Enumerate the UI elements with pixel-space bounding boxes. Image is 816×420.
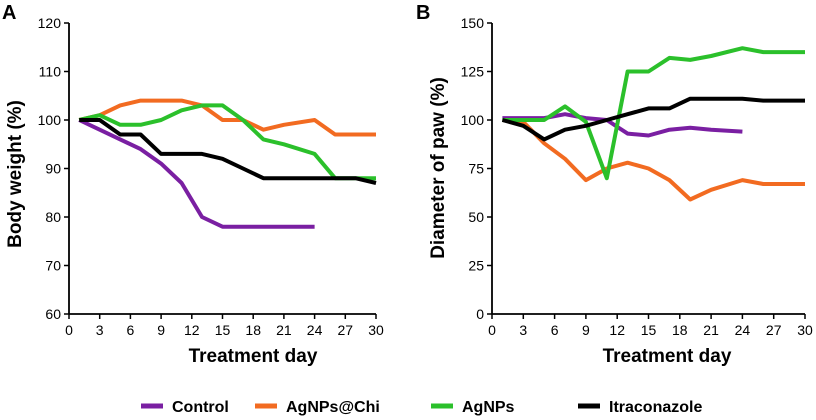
x-axis-title: Treatment day <box>603 346 732 367</box>
x-tick-label: 3 <box>519 322 527 338</box>
y-tick-label: 80 <box>45 209 61 225</box>
x-tick-label: 18 <box>245 322 261 338</box>
legend-label: AgNPs <box>462 399 515 416</box>
legend-item-agnps: AgNPs <box>431 399 515 416</box>
y-tick-label: 60 <box>45 306 61 322</box>
series-line-itraconazole <box>79 118 377 185</box>
y-tick-label: 90 <box>45 161 61 177</box>
y-tick-label: 100 <box>461 112 485 128</box>
x-axis-title: Treatment day <box>189 346 318 367</box>
x-tick-label: 21 <box>276 322 292 338</box>
x-tick-label: 24 <box>307 322 323 338</box>
y-tick-label: 110 <box>39 64 62 80</box>
x-tick-label: 6 <box>127 322 135 338</box>
x-tick-label: 30 <box>368 322 384 338</box>
legend-item-itraconazole: Itraconazole <box>578 399 702 416</box>
series-line-itraconazole <box>501 96 805 142</box>
x-tick-label: 30 <box>797 322 813 338</box>
legend-item-control: Control <box>141 399 229 416</box>
y-tick-label: 100 <box>38 112 62 128</box>
x-tick-label: 24 <box>735 322 751 338</box>
x-tick-label: 12 <box>184 322 200 338</box>
x-tick-label: 21 <box>703 322 719 338</box>
panel-letter: A <box>2 2 16 24</box>
legend-label: Itraconazole <box>609 399 702 416</box>
series-line-agnps <box>502 46 805 181</box>
legend-label: AgNPs@Chi <box>286 399 380 416</box>
y-axis-title: Body weight (%) <box>5 100 26 248</box>
chart-panel-b: B Diameter of paw (%) Treatment day 0 25 5… <box>416 2 813 367</box>
x-tick-label: 27 <box>338 322 354 338</box>
x-tick-label: 3 <box>96 322 104 338</box>
y-axis-title: Diameter of paw (%) <box>428 77 449 259</box>
y-tick-label: 0 <box>476 306 484 322</box>
x-tick-label: 9 <box>157 322 165 338</box>
chart-panel-a: A Body weight (%) Treatment day 60708090… <box>2 2 384 367</box>
x-tick-label: 15 <box>641 322 657 338</box>
x-tick-label: 6 <box>551 322 559 338</box>
x-tick-label: 15 <box>215 322 231 338</box>
y-tick-label: 125 <box>461 64 485 80</box>
x-tick-label: 0 <box>488 322 496 338</box>
series-line-agnps-chi <box>502 118 805 202</box>
y-tick-label: 70 <box>45 258 61 274</box>
series-line-agnps <box>78 103 376 181</box>
y-tick-label: 75 <box>468 161 484 177</box>
x-tick-label: 0 <box>65 322 73 338</box>
legend-label: Control <box>172 399 229 416</box>
series-line-agnps-chi <box>78 98 376 137</box>
y-tick-label: 150 <box>461 15 485 31</box>
legend: Control AgNPs@Chi AgNPs Itraconazole <box>141 399 702 416</box>
x-tick-label: 27 <box>766 322 782 338</box>
y-tick-label: 120 <box>38 15 62 31</box>
x-tick-label: 18 <box>672 322 688 338</box>
panel-letter: B <box>416 2 430 24</box>
x-tick-label: 12 <box>609 322 625 338</box>
y-tick-label: 25 <box>468 258 484 274</box>
x-tick-label: 9 <box>582 322 590 338</box>
y-tick-label: 50 <box>468 209 484 225</box>
series-line-control <box>78 118 315 229</box>
legend-item-agnps-chi: AgNPs@Chi <box>255 399 380 416</box>
